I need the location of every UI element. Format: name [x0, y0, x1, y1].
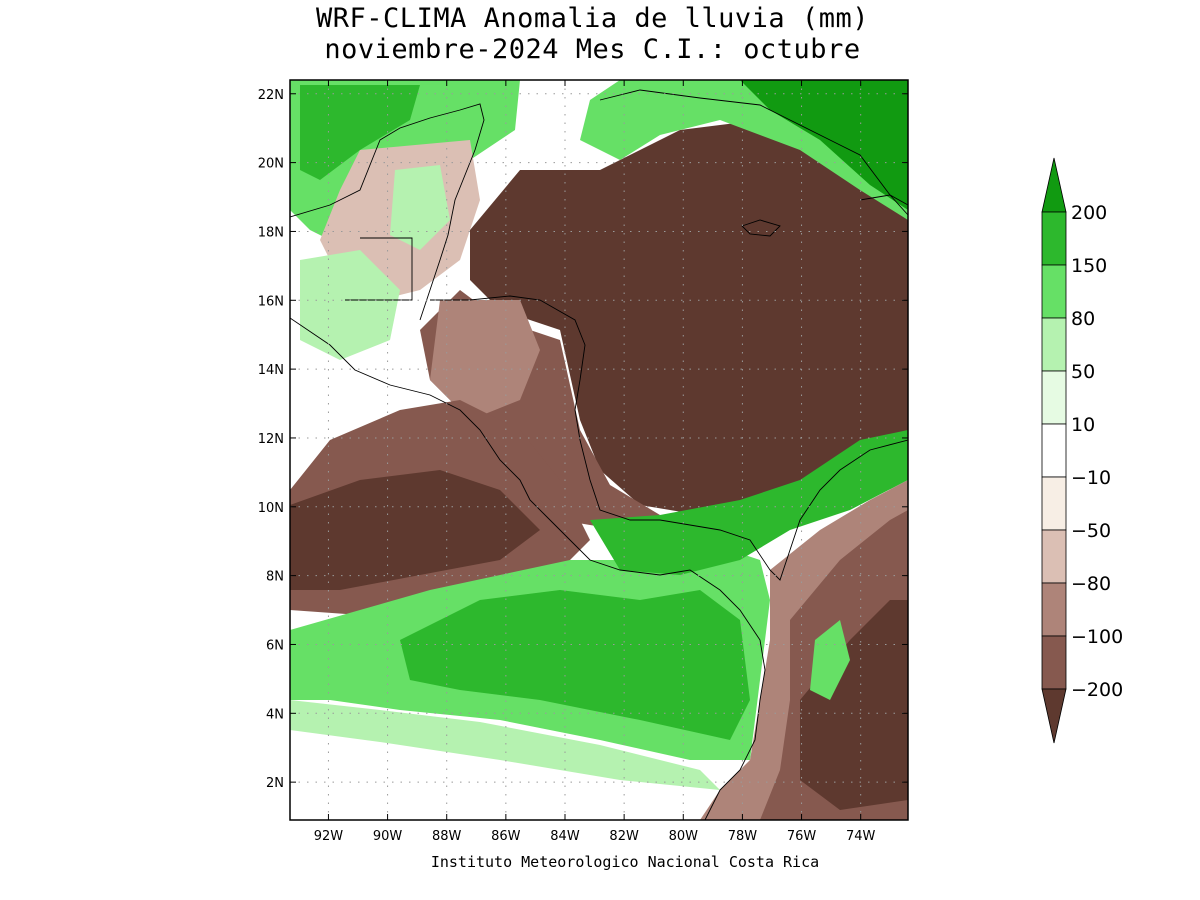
colorbar-swatch: [1041, 317, 1067, 372]
wet-region-ne-core: [740, 80, 908, 210]
lon-tick-label: 76W: [787, 829, 817, 844]
anomaly-field: [290, 80, 908, 820]
coastline-cuba: [599, 89, 908, 216]
map-frame: [289, 79, 909, 821]
credit-footer: Instituto Meteorologico Nacional Costa R…: [430, 853, 820, 871]
colorbar-label: 50: [1071, 361, 1095, 383]
colorbar-swatch: [1041, 582, 1067, 637]
colorbar-label: −80: [1071, 573, 1111, 595]
colorbar-arrow-top: [1041, 157, 1067, 213]
coastline-mexico-gulf: [290, 103, 485, 321]
colorbar-label: −50: [1071, 520, 1111, 542]
colorbar: 200 150 80 50 10 −10 −50 −80 −100 −200: [1041, 157, 1123, 744]
colorbar-swatch: [1041, 476, 1067, 531]
lon-tick-label: 74W: [846, 829, 876, 844]
wet-region-pacific-edge: [290, 700, 720, 790]
lon-tick-label: 92W: [314, 829, 344, 844]
coastline-pacific: [290, 317, 766, 820]
lon-tick-label: 84W: [550, 829, 580, 844]
lon-tick-label: 80W: [669, 829, 699, 844]
colorbar-arrow-bottom: [1041, 688, 1067, 744]
wet-region-nw-core: [300, 85, 420, 180]
wet-region-colombia-patch: [810, 620, 850, 700]
wet-region-yucatan: [390, 165, 450, 250]
colorbar-label: 10: [1071, 414, 1095, 436]
lat-tick-label: 2N: [266, 776, 284, 791]
lon-tick-label: 78W: [728, 829, 758, 844]
lat-tick-label: 6N: [266, 638, 284, 653]
lat-tick-label: 22N: [258, 88, 284, 103]
dry-region-caribbean: [470, 120, 908, 515]
lat-tick-label: 10N: [258, 501, 284, 516]
border-guatemala: [345, 237, 413, 301]
lat-tick-label: 8N: [266, 570, 284, 585]
lon-tick-label: 86W: [491, 829, 521, 844]
coastline-hispaniola: [859, 194, 908, 206]
lat-tick-label: 14N: [258, 363, 284, 378]
colorbar-label: −200: [1071, 679, 1123, 701]
map-grid: [290, 80, 908, 820]
longitude-axis: 92W 90W 88W 86W 84W 82W 80W 78W 76W 74W: [314, 80, 876, 844]
colorbar-label: 150: [1071, 255, 1107, 277]
colorbar-label: 200: [1071, 202, 1107, 224]
dry-region-colombia-deep: [800, 600, 908, 810]
map-title-line-1: WRF-CLIMA Anomalia de lluvia (mm): [316, 3, 869, 34]
dry-region-pacific-core: [290, 470, 540, 590]
wet-region-guatemala: [300, 250, 400, 360]
wet-region-pacific-core: [400, 590, 750, 740]
colorbar-label: 80: [1071, 308, 1095, 330]
dry-region-honduras: [430, 300, 540, 420]
colorbar-swatch: [1041, 264, 1067, 319]
lat-tick-label: 20N: [258, 157, 284, 172]
colorbar-swatch: [1041, 370, 1067, 425]
colorbar-swatch: [1041, 423, 1067, 478]
lon-tick-label: 88W: [432, 829, 462, 844]
wet-region-panama: [590, 430, 908, 575]
map-title-line-2: noviembre-2024 Mes C.I.: octubre: [324, 34, 861, 65]
latitude-axis: 22N 20N 18N 16N 14N 12N 10N 8N 6N 4N 2N: [258, 88, 908, 791]
lat-tick-label: 12N: [258, 432, 284, 447]
coastlines: [290, 89, 908, 820]
colorbar-label: −100: [1071, 626, 1123, 648]
colorbar-swatch: [1041, 635, 1067, 690]
colorbar-swatch: [1041, 529, 1067, 584]
lon-tick-label: 82W: [609, 829, 639, 844]
coastline-caribbean: [430, 295, 908, 581]
colorbar-swatch: [1041, 211, 1067, 266]
lat-tick-label: 4N: [266, 707, 284, 722]
colorbar-label: −10: [1071, 467, 1111, 489]
lon-tick-label: 90W: [373, 829, 403, 844]
lat-tick-label: 16N: [258, 294, 284, 309]
lat-tick-label: 18N: [258, 225, 284, 240]
